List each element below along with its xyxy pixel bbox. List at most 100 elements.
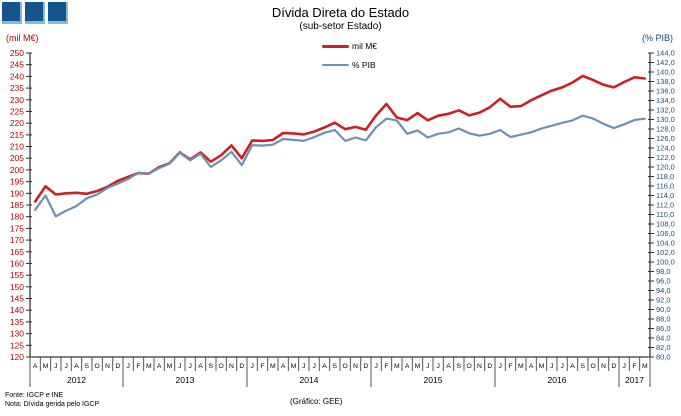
right-axis-tick-label: 120,0 <box>656 163 675 172</box>
month-letter: M <box>394 363 400 370</box>
month-letter: S <box>457 363 462 370</box>
fonte-text: Fonte: IGCP e INE <box>5 392 64 399</box>
right-axis-tick-label: 140,0 <box>656 68 675 77</box>
right-axis-tick-label: 108,0 <box>656 220 675 229</box>
month-letter: O <box>219 363 224 370</box>
month-letter: J <box>436 363 439 370</box>
right-axis-unit-label: (% PIB) <box>641 33 673 43</box>
left-axis-tick-label: 240 <box>10 71 24 81</box>
right-axis-tick-label: 116,0 <box>656 182 674 191</box>
right-axis-tick-label: 142,0 <box>656 58 675 67</box>
left-axis-tick-label: 160 <box>10 258 24 268</box>
month-letter: J <box>312 363 315 370</box>
right-axis-tick-label: 106,0 <box>656 229 675 238</box>
month-letter: M <box>291 363 297 370</box>
month-letter: S <box>209 363 214 370</box>
right-axis-tick-label: 128,0 <box>656 125 675 134</box>
right-axis-tick-label: 112,0 <box>656 201 674 210</box>
right-axis-tick-label: 136,0 <box>656 87 675 96</box>
year-label: 2013 <box>176 375 195 385</box>
left-axis-tick-label: 150 <box>10 282 24 292</box>
left-axis-tick-label: 195 <box>10 177 24 187</box>
three-squares-logo <box>2 2 68 24</box>
month-letter: F <box>260 363 264 370</box>
right-axis-tick-label: 80,0 <box>656 353 671 362</box>
left-axis-tick-label: 175 <box>10 223 24 233</box>
year-label: 2016 <box>548 375 567 385</box>
month-letter: A <box>157 363 162 370</box>
right-axis-tick-label: 104,0 <box>656 239 675 248</box>
logo-square <box>2 2 22 24</box>
month-letter: A <box>33 363 38 370</box>
right-axis-tick-label: 110,0 <box>656 210 674 219</box>
month-letter: J <box>302 363 305 370</box>
right-axis-tick-label: 84,0 <box>656 334 671 343</box>
month-letter: F <box>384 363 388 370</box>
left-axis-tick-label: 225 <box>10 106 24 116</box>
legend-label-pib: % PIB <box>352 60 376 70</box>
right-axis-tick-label: 94,0 <box>656 286 671 295</box>
left-axis-tick-label: 185 <box>10 200 24 210</box>
left-axis-tick-label: 190 <box>10 188 24 198</box>
right-axis-tick-label: 100,0 <box>656 258 675 267</box>
left-axis-tick-label: 230 <box>10 95 24 105</box>
left-axis-tick-label: 170 <box>10 235 24 245</box>
left-axis-tick-label: 180 <box>10 212 24 222</box>
month-letter: N <box>353 363 358 370</box>
month-letter: D <box>611 363 616 370</box>
month-letter: A <box>570 363 575 370</box>
right-axis-tick-label: 98,0 <box>656 267 671 276</box>
right-axis-tick-label: 82,0 <box>656 343 671 352</box>
nota-text: Nota: Dívida gerida pelo IGCP <box>5 401 100 408</box>
month-letter: O <box>343 363 348 370</box>
year-label: 2017 <box>625 375 644 385</box>
month-letter: A <box>446 363 451 370</box>
left-axis-tick-label: 155 <box>10 270 24 280</box>
month-letter: J <box>498 363 501 370</box>
left-axis-tick-label: 210 <box>10 142 24 152</box>
right-axis-tick-label: 124,0 <box>656 144 675 153</box>
series-mil-me-line <box>33 74 647 203</box>
month-letter: J <box>188 363 191 370</box>
month-letter: S <box>333 363 338 370</box>
right-axis-tick-label: 132,0 <box>656 106 675 115</box>
left-axis-tick-label: 130 <box>10 329 24 339</box>
month-letter: M <box>539 363 545 370</box>
legend-label-mil-me: mil M€ <box>352 41 378 51</box>
month-letter: A <box>405 363 410 370</box>
month-letter: F <box>632 363 636 370</box>
month-letter: J <box>64 363 67 370</box>
month-letter: F <box>508 363 512 370</box>
year-label: 2014 <box>300 375 319 385</box>
left-axis-tick-label: 220 <box>10 118 24 128</box>
right-axis-tick-label: 96,0 <box>656 277 671 286</box>
logo-square <box>48 2 68 24</box>
legend-line-red <box>322 44 349 48</box>
logo-square <box>25 2 45 24</box>
month-letter: N <box>229 363 234 370</box>
left-axis-tick-label: 250 <box>10 48 24 58</box>
month-letter: O <box>591 363 596 370</box>
year-label: 2012 <box>67 375 86 385</box>
month-letter: J <box>126 363 129 370</box>
month-letter: N <box>601 363 606 370</box>
right-axis-tick-label: 90,0 <box>656 305 671 314</box>
right-axis-tick-label: 114,0 <box>656 191 674 200</box>
month-letter: D <box>239 363 244 370</box>
month-letter: J <box>374 363 377 370</box>
right-axis-tick-label: 144,0 <box>656 49 675 58</box>
month-letter: D <box>115 363 120 370</box>
legend: mil M€ % PIB <box>322 41 377 70</box>
right-axis-tick-label: 138,0 <box>656 77 675 86</box>
month-letter: M <box>518 363 524 370</box>
left-axis-tick-label: 140 <box>10 305 24 315</box>
month-letter: O <box>467 363 472 370</box>
month-letter: J <box>54 363 57 370</box>
month-letter: A <box>281 363 286 370</box>
month-letter: N <box>477 363 482 370</box>
month-letter: J <box>250 363 253 370</box>
month-letter: F <box>136 363 140 370</box>
right-axis-tick-label: 130,0 <box>656 115 675 124</box>
month-letter: J <box>560 363 563 370</box>
month-letter: N <box>105 363 110 370</box>
